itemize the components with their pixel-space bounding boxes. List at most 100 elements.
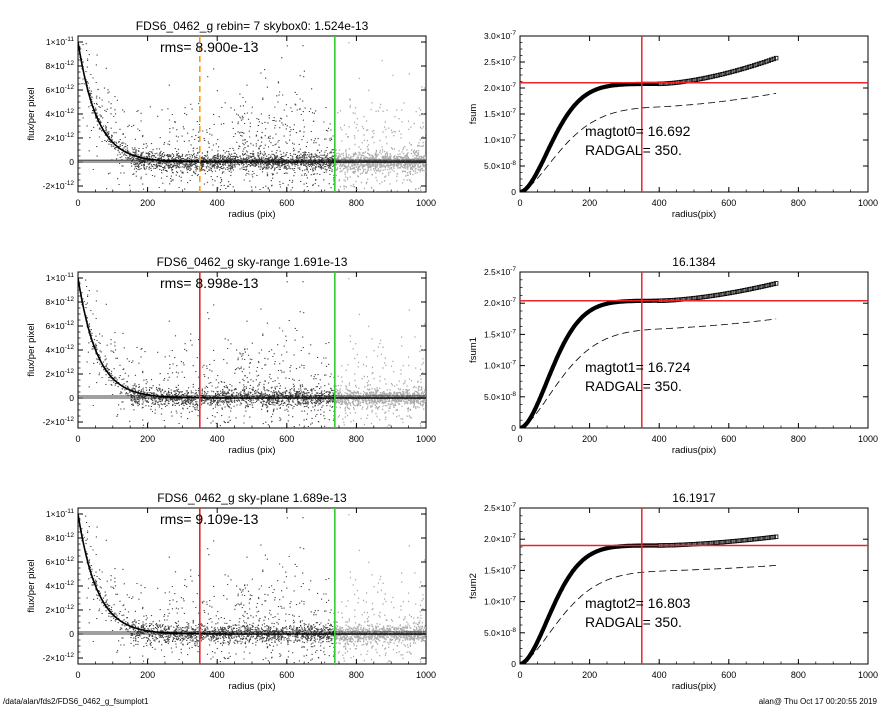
curve-marker xyxy=(705,294,711,299)
y-axis-label: flux/per pixel xyxy=(26,87,37,140)
curve-marker xyxy=(756,285,762,290)
curve-marker xyxy=(759,284,764,289)
outer-data-points xyxy=(334,514,426,664)
curve-marker xyxy=(717,292,723,297)
growth-curve xyxy=(520,81,659,192)
curve-marker xyxy=(754,62,759,67)
curve-marker xyxy=(676,297,681,302)
magtot-annotation: magtot1= 16.724 xyxy=(585,359,691,375)
curve-marker xyxy=(703,294,708,299)
x-tick-label: 400 xyxy=(210,670,225,680)
plot-frame xyxy=(519,507,869,665)
scatter-points xyxy=(78,508,426,664)
curve-marker xyxy=(773,534,779,539)
curve-marker xyxy=(727,539,733,544)
scatter-points xyxy=(78,272,426,428)
y-tick-label: 2.5×10-7 xyxy=(484,502,516,513)
curve-marker xyxy=(720,539,725,545)
x-tick-label: 400 xyxy=(652,434,667,444)
y-tick-label: 0 xyxy=(69,393,74,403)
curve-marker xyxy=(720,292,725,297)
x-tick-label: 800 xyxy=(349,434,364,444)
curve-marker xyxy=(759,60,764,66)
x-tick-label: 600 xyxy=(279,198,294,208)
x-tick-label: 0 xyxy=(517,434,522,444)
y-tick-label: -2×10-12 xyxy=(43,416,75,427)
scatter-points xyxy=(78,36,426,192)
y-axis-label: fsum1 xyxy=(468,337,479,363)
curve-marker xyxy=(761,535,767,541)
y-tick-label: 1×10-11 xyxy=(46,272,74,283)
y-tick-label: 1.0×10-7 xyxy=(484,596,516,607)
y-tick-label: 2.5×10-7 xyxy=(484,266,516,277)
curve-marker xyxy=(732,538,737,544)
curve-marker xyxy=(754,536,759,542)
curve-marker xyxy=(773,55,779,61)
curve-marker xyxy=(749,63,754,69)
y-tick-label: 0 xyxy=(511,423,516,433)
x-tick-label: 1000 xyxy=(858,670,878,680)
curve-marker xyxy=(773,281,779,286)
curve-marker xyxy=(752,286,757,291)
y-tick-label: 2×10-12 xyxy=(45,368,74,379)
curve-marker xyxy=(739,538,745,543)
curve-marker xyxy=(722,291,728,297)
dashed-growth-curve xyxy=(520,92,777,192)
x-tick-label: 400 xyxy=(210,434,225,444)
plot-frame xyxy=(519,35,869,193)
curve-marker xyxy=(730,539,735,544)
x-tick-label: 1000 xyxy=(416,670,436,680)
x-axis-label: radius (pix) xyxy=(229,445,276,456)
x-tick-label: 200 xyxy=(582,198,597,208)
curve-marker xyxy=(749,286,754,291)
curve-marker xyxy=(759,536,764,541)
curve-marker xyxy=(683,542,689,547)
x-tick-label: 600 xyxy=(721,670,736,680)
curve-marker xyxy=(715,540,720,545)
y-tick-label: 1.5×10-7 xyxy=(484,108,516,119)
curve-marker xyxy=(769,57,774,62)
x-tick-label: 0 xyxy=(517,670,522,680)
curve-marker xyxy=(752,537,757,542)
y-tick-label: -2×10-12 xyxy=(43,180,75,191)
x-tick-label: 600 xyxy=(721,434,736,444)
panel-1: 0 200 400 600 800 1000-2×10-1202×10-124×10-12… xyxy=(26,19,436,220)
curve-marker xyxy=(730,290,735,295)
curve-marker xyxy=(717,72,723,77)
curve-marker xyxy=(715,73,720,78)
y-tick-label: 1×10-11 xyxy=(46,36,74,47)
curve-marker xyxy=(744,537,750,543)
curve-marker xyxy=(722,539,728,545)
curve-marker xyxy=(742,538,747,543)
curve-marker xyxy=(756,61,762,67)
x-tick-label: 1000 xyxy=(858,198,878,208)
curve-marker xyxy=(661,81,667,86)
x-tick-label: 800 xyxy=(791,670,806,680)
x-axis-label: radius(pix) xyxy=(672,445,716,456)
x-tick-label: 200 xyxy=(582,434,597,444)
x-tick-label: 0 xyxy=(517,198,522,208)
dashed-growth-curve xyxy=(520,318,777,428)
y-tick-label: 2.0×10-7 xyxy=(484,297,516,308)
curve-marker xyxy=(695,295,701,300)
chart-title: 16.1384 xyxy=(672,255,716,269)
y-tick-label: 6×10-12 xyxy=(45,556,74,567)
curve-marker xyxy=(764,535,769,541)
x-tick-label: 0 xyxy=(75,670,80,680)
x-tick-label: 800 xyxy=(349,198,364,208)
y-tick-label: 1.5×10-7 xyxy=(484,564,516,575)
curve-marker xyxy=(752,63,757,68)
y-axis-label: fsum2 xyxy=(468,573,479,599)
curve-marker xyxy=(710,74,715,79)
curve-marker xyxy=(734,538,740,544)
data-points xyxy=(79,279,336,428)
curve-marker xyxy=(771,56,776,62)
x-tick-label: 0 xyxy=(75,198,80,208)
curve-marker xyxy=(747,537,752,542)
rms-annotation: rms= 8.900e-13 xyxy=(160,39,259,55)
plot-frame xyxy=(519,271,869,429)
outer-data-points xyxy=(334,42,426,192)
curve-marker xyxy=(693,295,698,301)
curve-marker xyxy=(717,540,723,545)
curve-marker xyxy=(747,64,752,70)
